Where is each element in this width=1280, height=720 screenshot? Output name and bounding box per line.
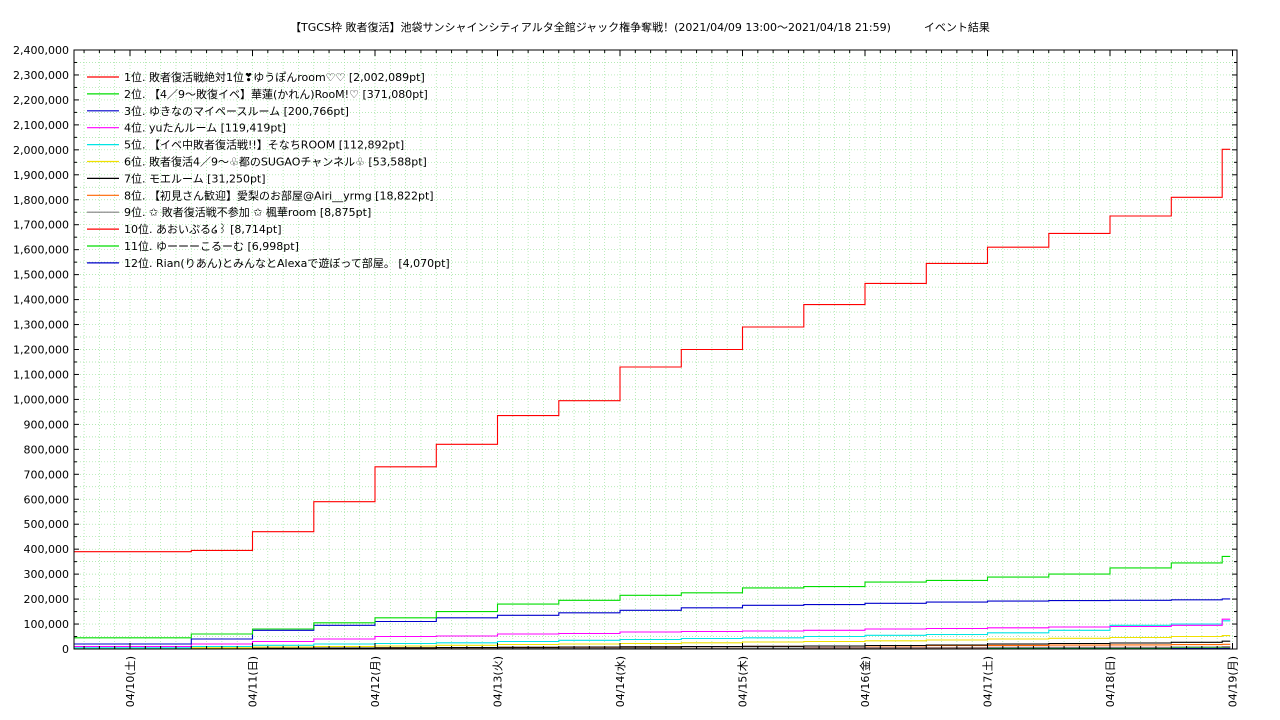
y-tick-label: 1,800,000 — [13, 194, 69, 207]
legend-label: 6位. 敗者復活4／9～♧都のSUGAOチャンネル♧ [53,588pt] — [124, 155, 427, 169]
grid-lines — [74, 50, 1237, 649]
y-tick-label: 800,000 — [24, 443, 70, 456]
x-tick-label: 04/17(土) — [982, 656, 995, 707]
y-tick-label: 1,400,000 — [13, 294, 69, 307]
y-tick-label: 1,200,000 — [13, 344, 69, 357]
y-tick-label: 100,000 — [24, 618, 70, 631]
y-tick-label: 900,000 — [24, 418, 70, 431]
x-tick-label: 04/15(木) — [737, 656, 750, 707]
y-tick-label: 1,700,000 — [13, 219, 69, 232]
legend-label: 10位. あおいぷる໒꒱ [8,714pt] — [124, 222, 282, 236]
y-tick-label: 600,000 — [24, 493, 70, 506]
y-tick-label: 1,000,000 — [13, 393, 69, 406]
legend-label: 11位. ゆーーーこるーむ [6,998pt] — [124, 239, 299, 253]
y-tick-label: 1,100,000 — [13, 368, 69, 381]
x-tick-label: 04/13(火) — [492, 656, 505, 707]
x-tick-label: 04/12(月) — [369, 656, 382, 707]
series-line — [73, 555, 1231, 639]
y-tick-label: 1,900,000 — [13, 169, 69, 182]
legend-label: 9位. ✩ 敗者復活戦不参加 ✩ 楓華room [8,875pt] — [124, 205, 371, 219]
y-tick-label: 1,500,000 — [13, 269, 69, 282]
y-tick-label: 0 — [62, 643, 69, 656]
x-tick-label: 04/14(水) — [614, 656, 627, 707]
y-tick-label: 2,200,000 — [13, 94, 69, 107]
y-tick-label: 2,100,000 — [13, 119, 69, 132]
legend-label: 12位. Rian(りあん)とみんなとAlexaで遊ぼって部屋。 [4,070p… — [124, 256, 450, 270]
y-tick-label: 500,000 — [24, 518, 70, 531]
legend-label: 3位. ゆきなのマイペースルーム [200,766pt] — [124, 104, 349, 118]
x-tick-label: 04/10(土) — [124, 656, 137, 707]
legend-label: 2位. 【4／9～敗復イベ】華蓮(かれん)RooM!♡ [371,080pt] — [124, 87, 428, 101]
y-tick-label: 1,600,000 — [13, 244, 69, 257]
x-tick-label: 04/16(金) — [858, 656, 872, 707]
y-tick-label: 2,300,000 — [13, 69, 69, 82]
y-tick-label: 1,300,000 — [13, 319, 69, 332]
chart-title: 【TGCS枠 敗者復活】池袋サンシャインシティアルタ全館ジャック権争奪戦！(20… — [290, 21, 990, 34]
y-tick-label: 300,000 — [24, 568, 70, 581]
y-tick-label: 400,000 — [24, 543, 70, 556]
axes: 0 100,000 200,000 300,000 400,000 500,000 600,… — [13, 44, 1239, 707]
x-tick-label: 04/18(日) — [1104, 656, 1117, 707]
series-line — [73, 620, 1231, 649]
series-line — [73, 598, 1231, 645]
y-tick-label: 200,000 — [24, 593, 70, 606]
x-tick-label: 04/11(日) — [247, 656, 260, 707]
legend-label: 1位. 敗者復活戦絶対1位❣ゆうぽんroom♡♡ [2,002,089pt] — [124, 70, 425, 84]
series-line — [73, 618, 1231, 648]
legend-label: 7位. モエルーム [31,250pt] — [124, 171, 266, 185]
legend-label: 4位. yuたんルーム [119,419pt] — [124, 121, 286, 135]
series-line — [73, 148, 1231, 553]
legend: 1位. 敗者復活戦絶対1位❣ゆうぽんroom♡♡ [2,002,089pt] 2位… — [87, 70, 450, 270]
x-tick-label: 04/19(月) — [1227, 656, 1240, 707]
legend-label: 5位. 【イベ中敗者復活戦!!】そなちROOM [112,892pt] — [124, 138, 404, 152]
series-line — [73, 635, 1231, 650]
y-tick-label: 700,000 — [24, 468, 70, 481]
y-tick-label: 2,400,000 — [13, 44, 69, 57]
legend-label: 8位. 【初見さん歓迎】愛梨のお部屋@Airi__yrmg [18,822pt] — [124, 188, 434, 202]
y-tick-label: 2,000,000 — [13, 144, 69, 157]
